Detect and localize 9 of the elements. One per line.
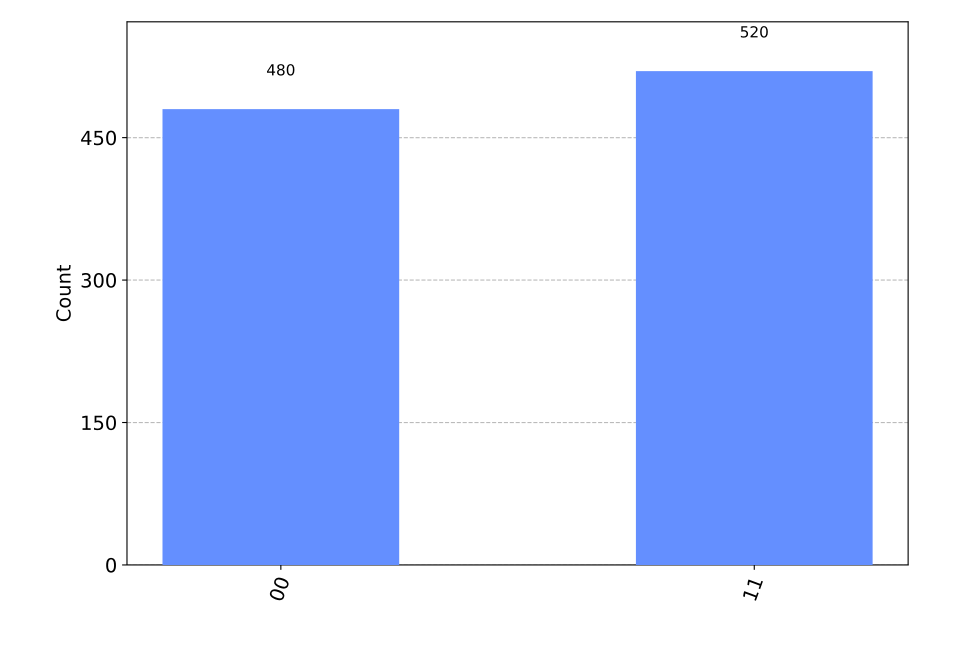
y-axis-title: Count: [56, 264, 71, 322]
y-tick-label: 450: [81, 130, 116, 146]
data-label: 520: [740, 26, 768, 38]
y-tick-label: 150: [82, 415, 116, 430]
y-tick-label: 0: [106, 558, 116, 573]
x-tick-label: 11: [742, 576, 763, 601]
x-tick-label: 00: [268, 576, 290, 602]
data-label: 480: [267, 64, 294, 76]
y-tick-label: 300: [82, 273, 116, 288]
